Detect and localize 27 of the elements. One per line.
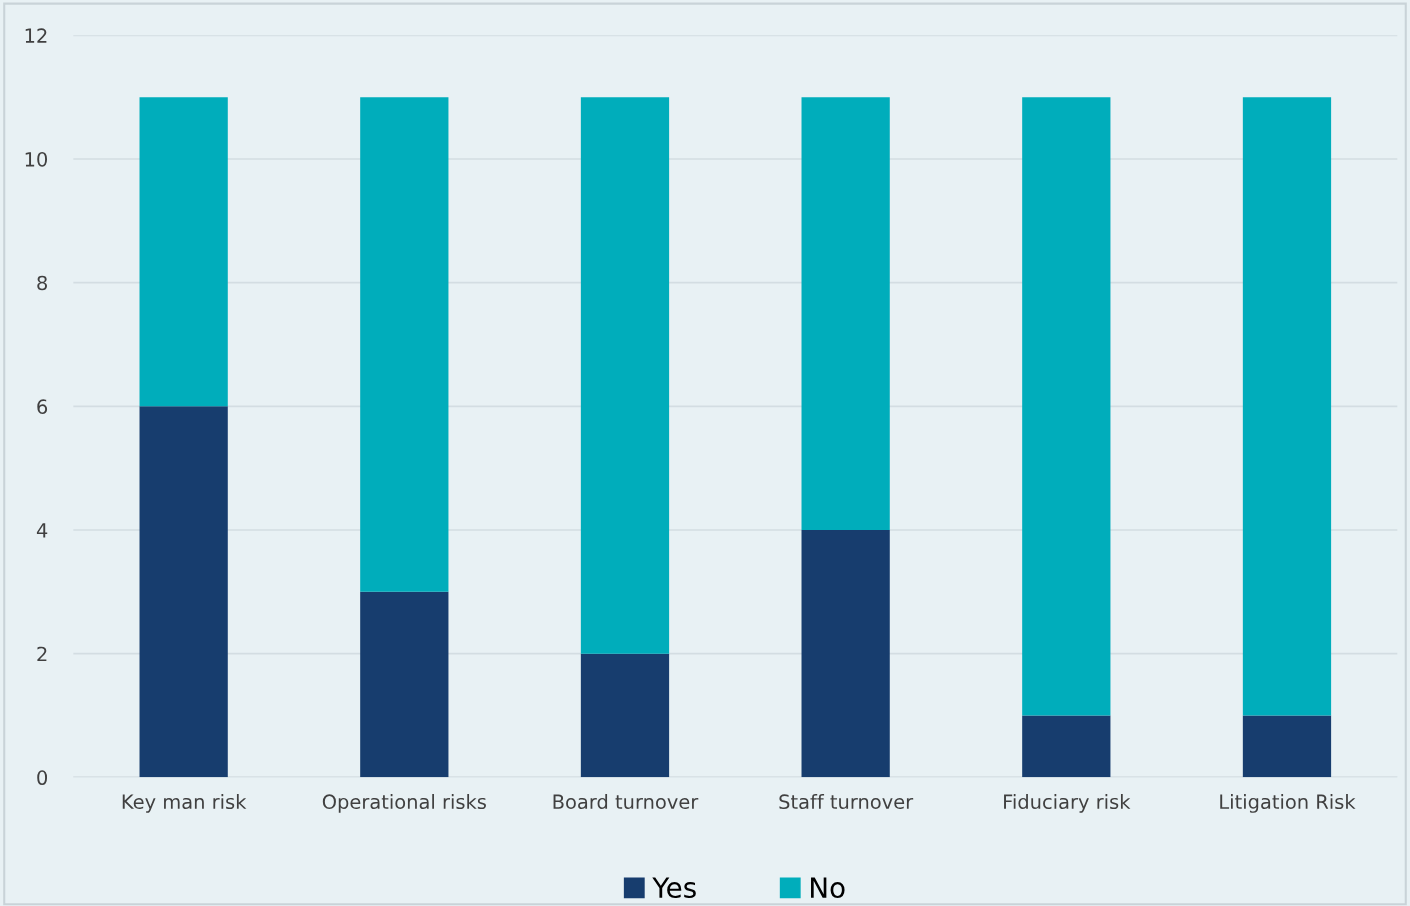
- bar: [1022, 97, 1111, 716]
- legend-label: No: [811, 877, 845, 899]
- bar: [580, 653, 670, 778]
- bar: [1022, 715, 1111, 778]
- bar: [1242, 715, 1332, 778]
- y-tick-label: 2: [37, 646, 47, 662]
- y-tick-label: 0: [37, 770, 48, 786]
- x-tick-label: Litigation Risk: [1220, 794, 1356, 813]
- bar: [801, 97, 890, 531]
- bar: [139, 406, 228, 778]
- y-tick-label: 12: [25, 28, 47, 43]
- x-tick-label: Fiduciary risk: [1004, 794, 1131, 813]
- bar: [360, 591, 449, 778]
- bar: [1242, 97, 1332, 716]
- x-tick-label: Operational risks: [322, 794, 486, 813]
- y-tick-label: 10: [25, 151, 48, 167]
- y-tick-label: 6: [37, 399, 48, 414]
- bar: [580, 97, 670, 654]
- y-tick-label: 4: [36, 523, 48, 538]
- y-tick-label: 8: [37, 275, 47, 291]
- legend-label: Yes: [652, 877, 696, 899]
- bar: [801, 530, 890, 778]
- bar: [139, 97, 228, 407]
- bar: [360, 97, 449, 592]
- x-tick-label: Staff turnover: [779, 794, 914, 810]
- x-tick-label: Board turnover: [553, 794, 699, 810]
- x-tick-label: Key man risk: [122, 794, 247, 813]
